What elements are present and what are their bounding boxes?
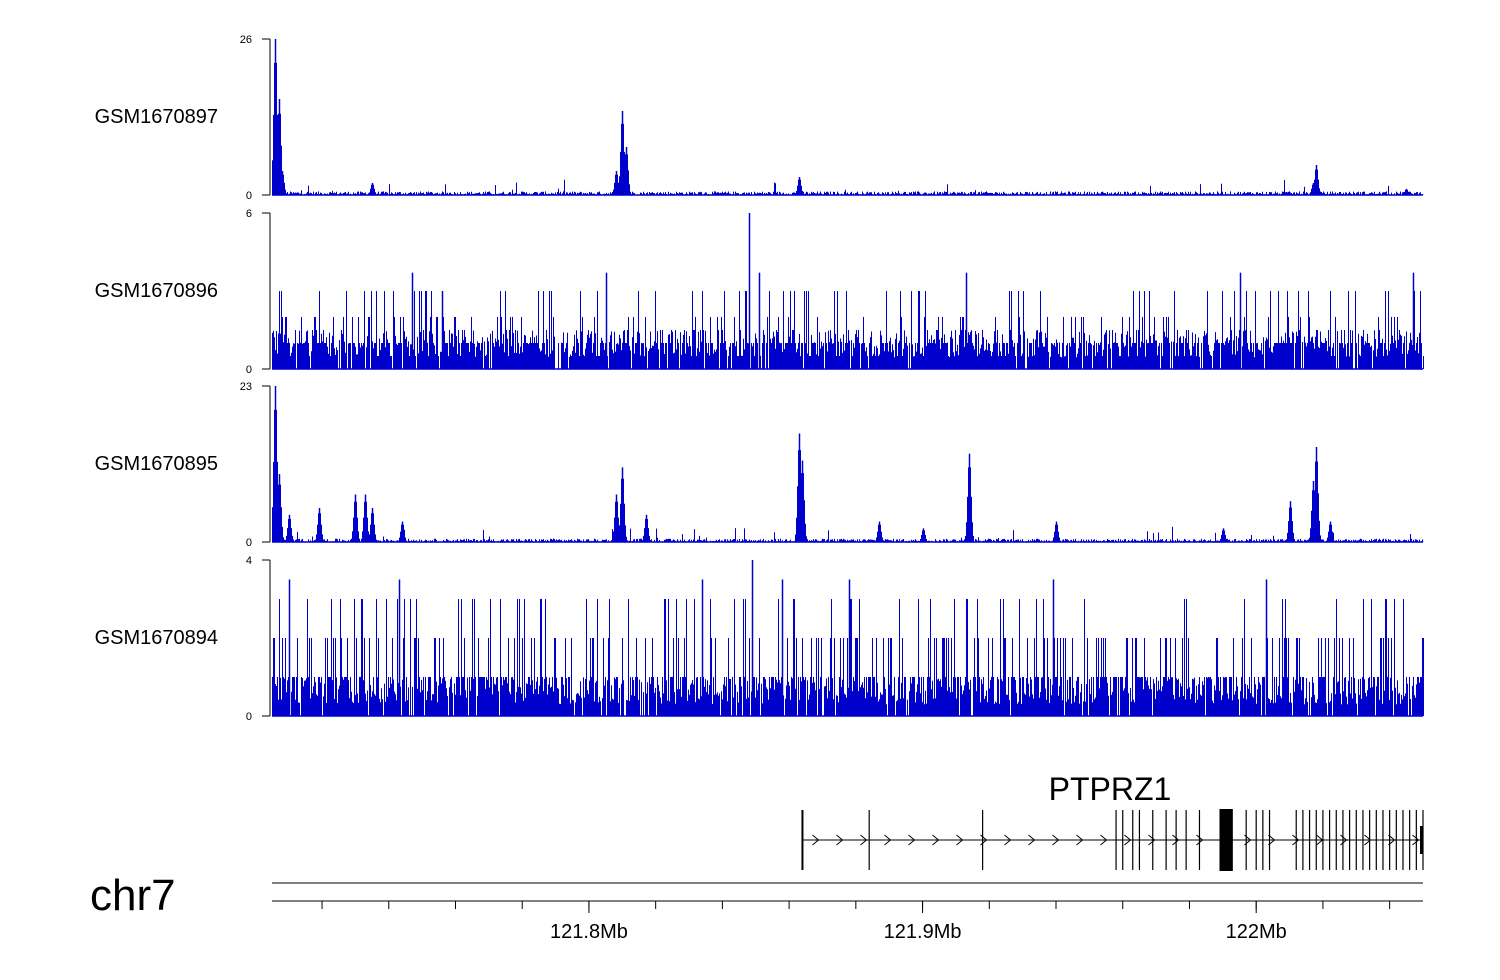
strand-arrow — [1052, 834, 1060, 846]
strand-arrow — [836, 834, 844, 846]
coverage-signal — [272, 386, 1424, 542]
track-GSM1670897: GSM1670897 26 0 — [95, 34, 1424, 202]
y-tick-label-max: 26 — [240, 34, 252, 46]
y-tick-label-max: 4 — [246, 555, 252, 567]
track-GSM1670894: GSM1670894 4 0 — [95, 555, 1424, 723]
track-GSM1670896: GSM1670896 6 0 — [95, 208, 1424, 376]
axis-tick-label: 122Mb — [1226, 921, 1287, 943]
strand-arrow — [1292, 834, 1300, 846]
axis-tick-label: 121.9Mb — [884, 921, 962, 943]
strand-arrow — [1148, 834, 1156, 846]
strand-arrow — [860, 834, 868, 846]
strand-arrow — [1124, 834, 1132, 846]
y-tick-label-min: 0 — [246, 537, 252, 549]
track-label: GSM1670897 — [95, 106, 218, 128]
strand-arrow — [1364, 834, 1372, 846]
strand-arrow — [908, 834, 916, 846]
coverage-tracks: GSM1670897260GSM167089660GSM1670895230GS… — [95, 34, 1424, 723]
gene-track: PTPRZ1 — [801, 771, 1424, 871]
y-tick-label-min: 0 — [246, 190, 252, 202]
strand-arrow — [884, 834, 892, 846]
strand-arrow — [1172, 834, 1180, 846]
strand-arrow — [1268, 834, 1276, 846]
strand-arrow — [812, 834, 820, 846]
track-label: GSM1670895 — [95, 453, 218, 475]
strand-arrow — [932, 834, 940, 846]
genome-axis: chr7 121.8Mb 121.9Mb 122Mb — [90, 871, 1423, 943]
y-tick-label-max: 6 — [246, 208, 252, 220]
strand-arrow — [1076, 834, 1084, 846]
track-GSM1670895: GSM1670895 23 0 — [95, 381, 1424, 549]
track-label: GSM1670896 — [95, 280, 218, 302]
axis-tick-label: 121.8Mb — [550, 921, 628, 943]
gene-end-block — [1420, 826, 1423, 854]
y-tick-label-max: 23 — [240, 381, 252, 393]
strand-arrow — [956, 834, 964, 846]
y-tick-label-min: 0 — [246, 711, 252, 723]
chromosome-label: chr7 — [90, 871, 176, 920]
coverage-signal — [272, 213, 1424, 369]
strand-arrow — [1196, 834, 1204, 846]
coverage-signal — [272, 39, 1424, 195]
strand-arrow — [1004, 834, 1012, 846]
gene-name-label: PTPRZ1 — [1049, 771, 1172, 807]
track-label: GSM1670894 — [95, 627, 218, 649]
strand-arrow — [1100, 834, 1108, 846]
strand-arrow — [1028, 834, 1036, 846]
strand-arrow — [1412, 834, 1420, 846]
y-tick-label-min: 0 — [246, 364, 252, 376]
large-exon-block — [1219, 809, 1233, 871]
strand-arrow — [1388, 834, 1396, 846]
coverage-signal — [272, 560, 1424, 716]
